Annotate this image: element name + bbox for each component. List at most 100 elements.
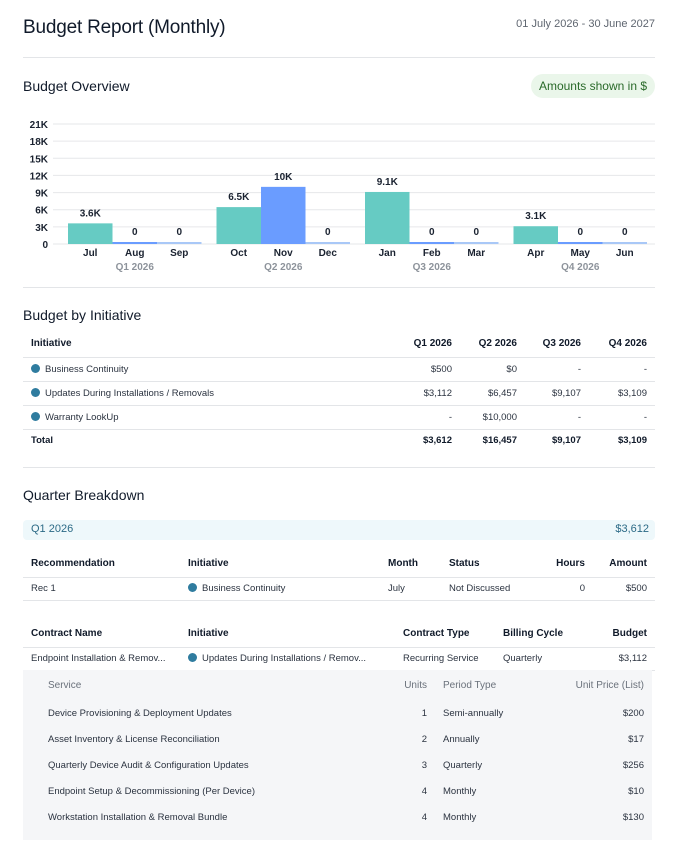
x-tick-label: Mar	[467, 248, 485, 259]
total-row: Total $3,612 $16,457 $9,107 $3,109	[23, 429, 655, 451]
bar-data-label: 0	[622, 227, 628, 238]
date-range: 01 July 2026 - 30 June 2027	[516, 18, 655, 30]
rec-month: July	[380, 577, 441, 601]
bar-sep	[157, 242, 202, 244]
x-tick-label: Apr	[527, 248, 544, 259]
service-name: Quarterly Device Audit & Configuration U…	[48, 759, 249, 771]
budget-overview-section: Budget Overview Amounts shown in $ 0 3K 6K…	[23, 58, 655, 288]
initiative-name: Business Continuity	[45, 363, 129, 375]
col-initiative: Initiative	[23, 330, 393, 358]
total-label: Total	[31, 434, 53, 446]
page-title: Budget Report (Monthly)	[23, 17, 226, 38]
bar-apr	[513, 226, 558, 244]
col-unit-price: Unit Price (List)	[575, 679, 644, 691]
contracts-table: Contract Name Initiative Contract Type B…	[23, 620, 655, 671]
service-units: 3	[421, 759, 427, 771]
col-billing-cycle: Billing Cycle	[495, 620, 585, 648]
initiative-name: Warranty LookUp	[45, 411, 119, 423]
cell-q4: -	[589, 357, 655, 382]
y-tick-label: 21K	[30, 120, 49, 131]
contract-services-panel: Service Units Period Type Unit Price (Li…	[23, 670, 652, 840]
initiative-dot-icon	[31, 411, 40, 421]
budget-overview-chart: 0 3K 6K 9K 12K 15K 18K 21K 3.6K Jul 0 Aug 0 Sep Q1 202…	[23, 106, 655, 281]
service-period: Monthly	[443, 785, 477, 797]
recommendations-table: Recommendation Initiative Month Status H…	[23, 550, 655, 601]
quarter-group-label: Q1 2026	[116, 262, 155, 273]
service-units: 4	[421, 785, 427, 797]
initiative-dot-icon	[31, 363, 40, 373]
col-contract-type: Contract Type	[395, 620, 495, 648]
table-row: Endpoint Setup & Decommissioning (Per De…	[23, 778, 652, 804]
col-q2: Q2 2026	[460, 330, 525, 358]
bar-may	[558, 242, 603, 244]
service-price: $200	[622, 707, 644, 719]
col-month: Month	[380, 550, 441, 578]
service-units: 4	[421, 811, 427, 823]
service-price: $17	[628, 733, 644, 745]
contract-billing: Quarterly	[495, 647, 585, 671]
bar-data-label: 0	[429, 227, 435, 238]
col-contract-name: Contract Name	[23, 620, 180, 648]
cell-q3: $9,107	[525, 381, 589, 406]
bar-data-label: 6.5K	[228, 192, 250, 203]
bar-jan	[365, 191, 410, 244]
service-units: 2	[421, 733, 427, 745]
col-amount: Amount	[593, 550, 655, 578]
initiative-name-cell: Business Continuity	[23, 357, 393, 382]
rec-status: Not Discussed	[441, 577, 531, 601]
initiative-name-cell: Updates During Installations / Removals	[23, 381, 393, 406]
x-tick-label: May	[571, 248, 591, 259]
bar-oct	[216, 207, 261, 244]
bar-data-label: 0	[176, 227, 182, 238]
bar-data-label: 9.1K	[377, 177, 399, 188]
quarter-header-q1[interactable]: Q1 2026 $3,612	[23, 520, 655, 540]
services-header-row: Service Units Period Type Unit Price (Li…	[23, 670, 652, 700]
quarter-group-label: Q3 2026	[413, 262, 452, 273]
service-name: Endpoint Setup & Decommissioning (Per De…	[48, 785, 255, 797]
table-row[interactable]: Rec 1 Business Continuity July Not Discu…	[23, 577, 655, 601]
cell-q2: $0	[460, 357, 525, 382]
cell-q3: -	[525, 405, 589, 430]
rec-initiative-cell: Business Continuity	[180, 577, 380, 601]
col-status: Status	[441, 550, 531, 578]
col-service: Service	[48, 679, 82, 691]
bar-data-label: 0	[473, 227, 479, 238]
cell-q3: -	[525, 357, 589, 382]
service-name: Asset Inventory & License Reconciliation	[48, 733, 220, 745]
services-table: Service Units Period Type Unit Price (Li…	[23, 670, 652, 830]
rec-hours: 0	[531, 577, 593, 601]
col-initiative: Initiative	[180, 620, 395, 648]
quarter-group-label: Q4 2026	[561, 262, 600, 273]
bar-data-label: 3.6K	[80, 208, 102, 219]
x-tick-label: Oct	[230, 248, 247, 259]
table-row: Updates During Installations / Removals …	[23, 381, 655, 406]
bar-aug	[112, 242, 157, 244]
y-tick-label: 9K	[35, 189, 49, 200]
contract-initiative: Updates During Installations / Remov...	[202, 653, 367, 664]
bar-dec	[305, 242, 350, 244]
table-row[interactable]: Endpoint Installation & Remov... Updates…	[23, 647, 655, 671]
contract-type: Recurring Service	[395, 647, 495, 671]
total-q1: $3,612	[422, 434, 452, 446]
y-tick-label: 6K	[35, 206, 49, 217]
col-budget: Budget	[585, 620, 655, 648]
cell-q4: -	[589, 405, 655, 430]
table-row: Warranty LookUp - $10,000 - -	[23, 405, 655, 430]
service-price: $256	[622, 759, 644, 771]
bar-mar	[454, 242, 499, 244]
bar-data-label: 3.1K	[525, 211, 547, 222]
total-q3: $9,107	[551, 434, 581, 446]
x-tick-label: Sep	[170, 248, 188, 259]
rec-name: Rec 1	[23, 577, 180, 601]
total-q4: $3,109	[617, 434, 647, 446]
service-period: Annually	[443, 733, 480, 745]
y-tick-label: 15K	[30, 154, 49, 165]
table-row: Quarterly Device Audit & Configuration U…	[23, 752, 652, 778]
cell-q2: $6,457	[460, 381, 525, 406]
cell-q4: $3,109	[589, 381, 655, 406]
initiative-dot-icon	[188, 653, 197, 662]
service-period: Monthly	[443, 811, 477, 823]
total-q2: $16,457	[482, 434, 517, 446]
x-tick-label: Jun	[616, 248, 634, 259]
cell-q1: -	[393, 405, 460, 430]
